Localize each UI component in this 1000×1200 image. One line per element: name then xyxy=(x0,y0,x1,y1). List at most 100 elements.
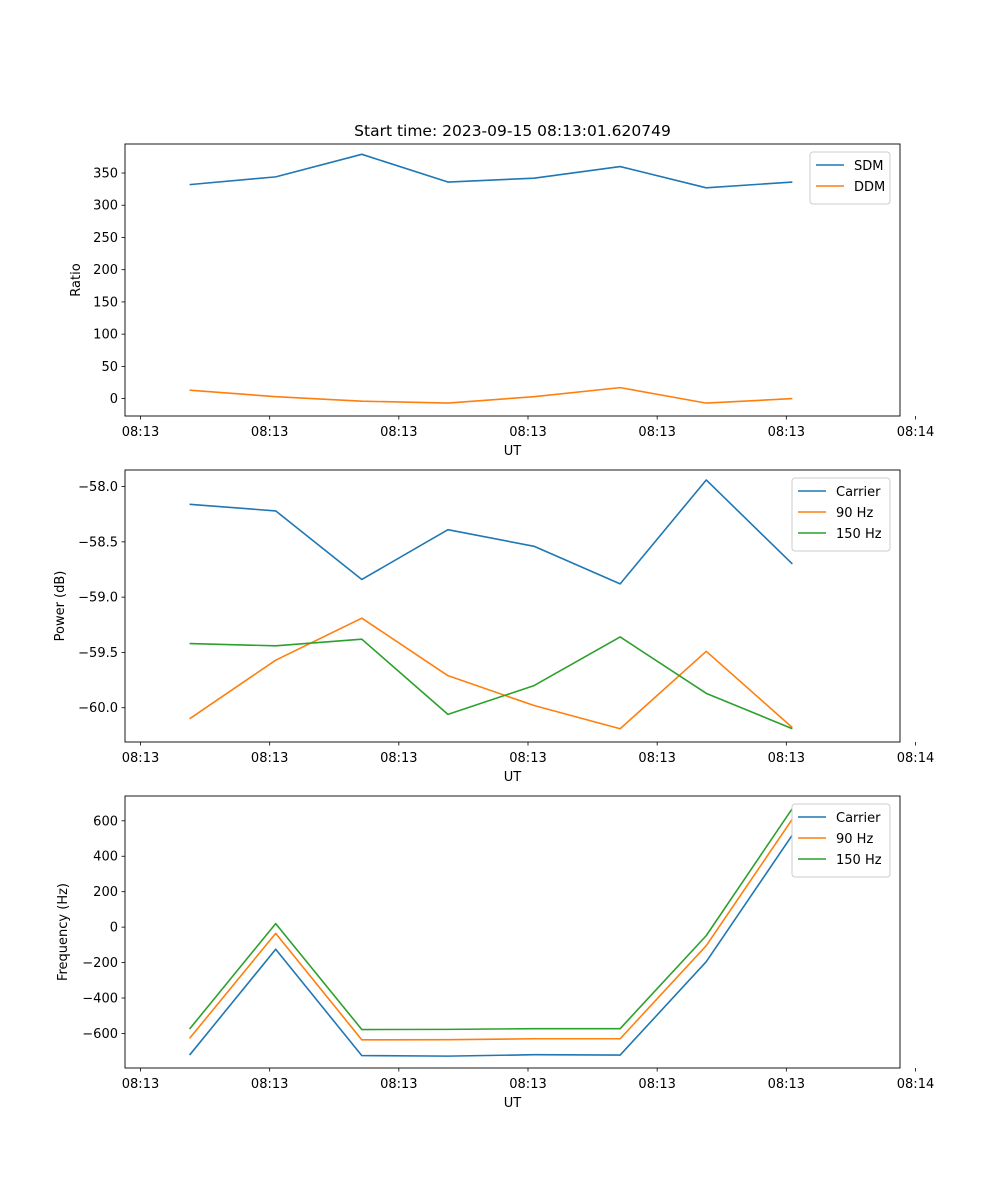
x-axis-label: UT xyxy=(504,770,522,785)
y-tick-label: −59.5 xyxy=(78,646,118,661)
power-90-hz-point xyxy=(446,674,449,677)
power-150-hz-point xyxy=(274,644,277,647)
frequency-90-hz-point xyxy=(446,1038,449,1041)
frequency-90-hz-point xyxy=(274,932,277,935)
frequency-series-150-hz-line xyxy=(188,807,794,1031)
power-150-hz-point xyxy=(188,642,191,645)
legend-entry: DDM xyxy=(854,180,885,195)
x-tick-label: 08:13 xyxy=(380,425,417,440)
y-tick-label: 100 xyxy=(93,328,118,343)
y-tick-label: 0 xyxy=(110,392,118,407)
y-tick-label: −59.0 xyxy=(78,591,118,606)
x-tick-label: 08:13 xyxy=(638,1077,675,1092)
x-tick-label: 08:13 xyxy=(251,1077,288,1092)
frequency-90-hz-point xyxy=(705,944,708,947)
frequency-90-hz-point xyxy=(532,1037,535,1040)
x-tick-label: 08:14 xyxy=(897,751,934,766)
legend-entry: 90 Hz xyxy=(836,506,873,521)
x-tick-label: 08:13 xyxy=(380,1077,417,1092)
x-tick-label: 08:14 xyxy=(897,425,934,440)
y-tick-label: 600 xyxy=(93,814,118,829)
x-axis-label: UT xyxy=(504,444,522,459)
power-150-hz-point xyxy=(360,638,363,641)
ratio-ddm-point xyxy=(446,402,449,405)
x-tick-label: 08:13 xyxy=(122,1077,159,1092)
y-tick-label: −600 xyxy=(82,1027,118,1042)
x-tick-label: 08:13 xyxy=(380,751,417,766)
frequency-carrier-point xyxy=(274,948,277,951)
frequency-150-hz-point xyxy=(274,922,277,925)
y-axis-label: Ratio xyxy=(69,263,84,296)
frequency-90-hz-point xyxy=(360,1038,363,1041)
power-carrier-point xyxy=(705,478,708,481)
power-90-hz-point xyxy=(619,727,622,730)
x-tick-label: 08:13 xyxy=(509,425,546,440)
power-carrier-point xyxy=(274,509,277,512)
power-carrier-point xyxy=(619,582,622,585)
legend-entry: Carrier xyxy=(836,811,881,826)
y-tick-label: 250 xyxy=(93,231,118,246)
x-tick-label: 08:13 xyxy=(768,425,805,440)
frequency-150-hz-point xyxy=(188,1027,191,1030)
ratio-sdm-point xyxy=(446,180,449,183)
power-150-hz-point xyxy=(705,692,708,695)
ratio-ddm-point xyxy=(532,395,535,398)
ratio-ddm-point xyxy=(274,395,277,398)
ratio-sdm-point xyxy=(791,180,794,183)
frequency-panel: −600 −400 −200 0 200 400 600 08:13 08:13 08:13 08:… xyxy=(56,795,934,1111)
frequency-150-hz-point xyxy=(360,1028,363,1031)
y-tick-label: −400 xyxy=(82,992,118,1007)
ratio-sdm-point xyxy=(274,175,277,178)
power-90-hz-point xyxy=(532,704,535,707)
power-series-carrier-line xyxy=(189,479,793,585)
power-90-hz-point xyxy=(188,717,191,720)
y-tick-label: 350 xyxy=(93,167,118,182)
x-tick-label: 08:13 xyxy=(251,751,288,766)
y-tick-label: 300 xyxy=(93,199,118,214)
y-tick-label: 400 xyxy=(93,850,118,865)
x-tick-label: 08:13 xyxy=(122,425,159,440)
y-tick-label: −58.5 xyxy=(78,535,118,550)
x-tick-label: 08:13 xyxy=(509,751,546,766)
ratio-sdm-point xyxy=(188,183,191,186)
x-axis-label: UT xyxy=(504,1096,522,1111)
power-series-90-hz-line xyxy=(189,617,793,730)
axes-frame xyxy=(124,795,901,1069)
x-tick-label: 08:13 xyxy=(768,751,805,766)
y-tick-label: 0 xyxy=(110,921,118,936)
power-150-hz-point xyxy=(532,684,535,687)
y-tick-label: 200 xyxy=(93,263,118,278)
frequency-150-hz-point xyxy=(619,1027,622,1030)
frequency-carrier-point xyxy=(188,1053,191,1056)
power-150-hz-point xyxy=(791,727,794,730)
y-tick-label: −58.0 xyxy=(78,480,118,495)
ratio-ddm-point xyxy=(360,400,363,403)
power-carrier-point xyxy=(791,562,794,565)
power-90-hz-point xyxy=(274,659,277,662)
legend-entry: SDM xyxy=(854,159,883,174)
power-150-hz-point xyxy=(446,713,449,716)
ratio-series-sdm-line xyxy=(189,153,793,189)
y-axis-label: Frequency (Hz) xyxy=(56,883,71,981)
power-150-hz-point xyxy=(619,635,622,638)
frequency-carrier-point xyxy=(532,1053,535,1056)
frequency-90-hz-point xyxy=(188,1037,191,1040)
power-panel: −60.0 −59.5 −59.0 −58.5 −58.0 08:13 08:13 08:13… xyxy=(53,469,934,785)
x-tick-label: 08:13 xyxy=(251,425,288,440)
power-90-hz-point xyxy=(360,617,363,620)
ratio-sdm-point xyxy=(360,153,363,156)
ratio-sdm-point xyxy=(705,186,708,189)
frequency-carrier-point xyxy=(705,960,708,963)
ratio-ddm-point xyxy=(188,389,191,392)
ratio-panel: 0 50 100 150 200 250 300 350 08:13 08:13 08:13 08:1… xyxy=(69,143,934,459)
ratio-series-ddm-line xyxy=(189,386,793,404)
ratio-ddm-point xyxy=(705,402,708,405)
frequency-carrier-point xyxy=(619,1053,622,1056)
legend-entry: Carrier xyxy=(836,485,881,500)
frequency-150-hz-point xyxy=(446,1028,449,1031)
frequency-90-hz-point xyxy=(619,1037,622,1040)
frequency-carrier-point xyxy=(446,1055,449,1058)
power-series-150-hz-line xyxy=(189,636,793,730)
frequency-series-carrier-line xyxy=(188,834,794,1057)
